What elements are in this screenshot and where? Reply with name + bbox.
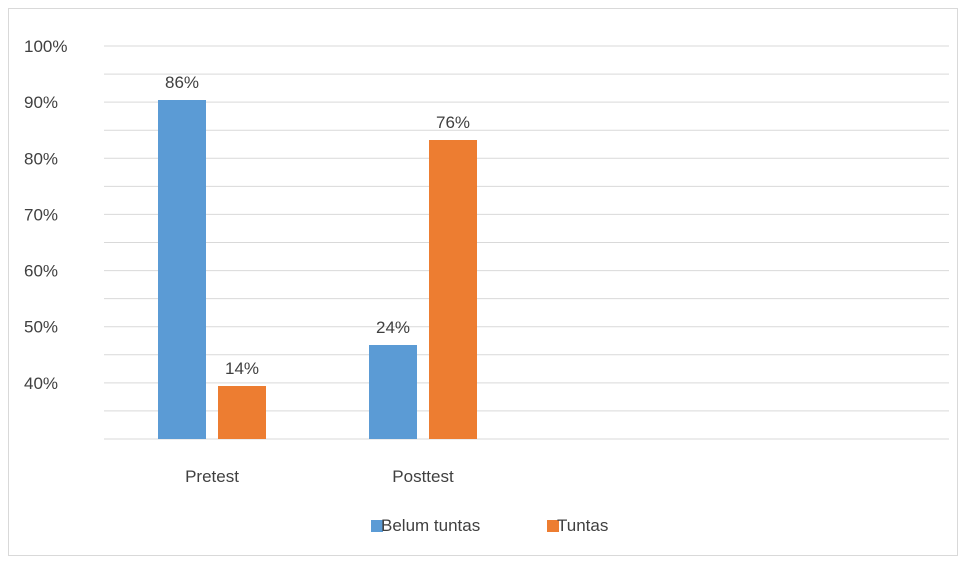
y-tick-label: 60% xyxy=(24,262,58,281)
y-tick-label: 80% xyxy=(24,149,58,168)
y-tick-label: 90% xyxy=(24,93,58,112)
legend-swatch xyxy=(371,520,383,532)
y-tick-label: 70% xyxy=(24,205,58,224)
legend-swatch xyxy=(547,520,559,532)
data-label: 86% xyxy=(165,73,199,92)
bar-belum-tuntas-posttest xyxy=(369,345,417,439)
data-label: 14% xyxy=(225,359,259,378)
bar-chart: 30% 40% 50% 60% 70% 80% 90% 100% 86% 14% 24% 76% P… xyxy=(24,37,949,535)
x-tick-label: Posttest xyxy=(392,467,454,486)
data-label: 24% xyxy=(376,318,410,337)
legend-label: Tuntas xyxy=(557,516,608,535)
grid-lines xyxy=(104,45,949,440)
y-tick-label: 100% xyxy=(24,37,67,56)
y-tick-label: 40% xyxy=(24,374,58,393)
y-axis-tick-labels: 30% 40% 50% 60% 70% 80% 90% 100% xyxy=(24,37,67,449)
x-tick-label: Pretest xyxy=(185,467,239,486)
bar-belum-tuntas-pretest xyxy=(158,100,206,439)
x-axis-tick-labels: Pretest Posttest xyxy=(185,467,454,486)
bar-tuntas-pretest xyxy=(218,386,266,439)
data-labels: 86% 14% 24% 76% xyxy=(165,73,470,378)
chart-frame: 30% 40% 50% 60% 70% 80% 90% 100% 86% 14% 24% 76% P… xyxy=(8,8,958,556)
bar-tuntas-posttest xyxy=(429,140,477,439)
legend-label: Belum tuntas xyxy=(381,516,480,535)
data-label: 76% xyxy=(436,113,470,132)
y-tick-label: 30% xyxy=(24,430,58,449)
bars xyxy=(158,100,477,439)
y-tick-label: 50% xyxy=(24,318,58,337)
legend: Belum tuntas Tuntas xyxy=(371,516,608,535)
